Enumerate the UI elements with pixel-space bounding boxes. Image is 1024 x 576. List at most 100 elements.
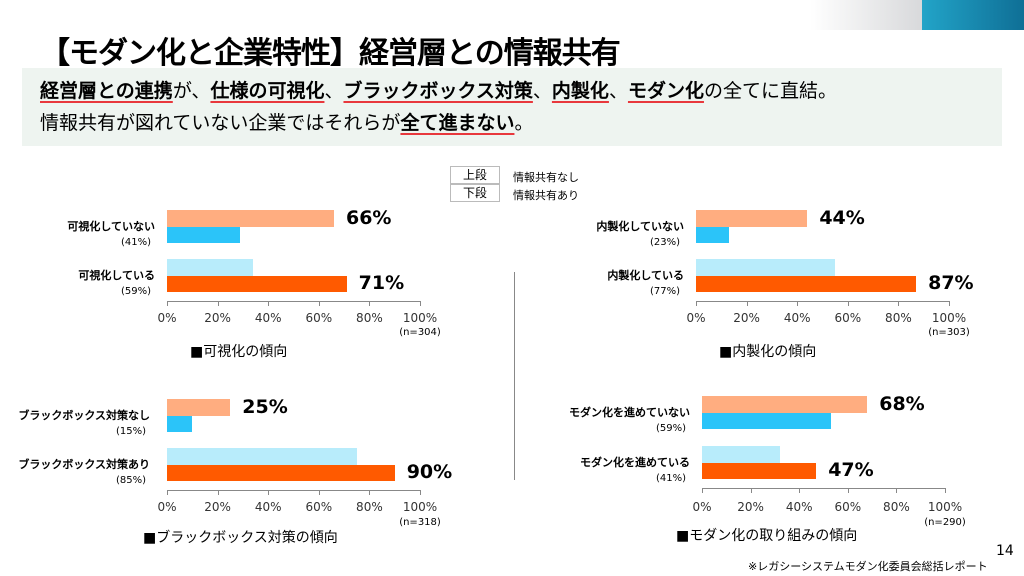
tick-label: 100% (402, 500, 438, 514)
axis-tick (318, 301, 320, 306)
divider (514, 272, 515, 480)
bar-highlight-top (696, 210, 808, 227)
sample-size: (n=290) (924, 517, 966, 528)
category-label: 可視化していない (67, 220, 155, 233)
summary-text: 情報共有が図れていない企業ではそれらが (40, 112, 401, 134)
axis-tick (696, 301, 697, 306)
tick-label: 0% (157, 500, 177, 514)
bar-highlight-top (167, 399, 231, 416)
bar-reference-top (167, 259, 254, 276)
summary-text: 。 (514, 112, 534, 134)
emphasis-text: 仕様の可視化 (210, 80, 325, 102)
tick-label: 0% (157, 311, 177, 325)
emphasis-text: 経営層との連携 (40, 80, 173, 102)
axis-tick (750, 488, 752, 493)
category-label: モダン化を進めていない (569, 406, 690, 419)
axis-tick (896, 488, 898, 493)
tick-label: 80% (356, 500, 383, 514)
category-share: (59%) (655, 423, 686, 434)
bar-reference-bottom (696, 227, 729, 243)
tick-label: 100% (927, 500, 963, 514)
source-note: ※レガシーシステムモダン化委員会総括レポート (748, 560, 988, 573)
summary-text: 、 (324, 80, 344, 102)
bar-reference-top (702, 446, 780, 463)
summary-text: 、 (532, 80, 552, 102)
category-share: (41%) (655, 473, 686, 484)
axis-tick (420, 301, 421, 306)
bar-reference-top (167, 448, 357, 465)
x-axis (167, 301, 420, 302)
bar-reference-bottom (167, 416, 193, 432)
axis-tick (217, 301, 219, 306)
tick-label: 20% (737, 500, 764, 514)
data-label: 25% (242, 396, 288, 418)
category-share: (41%) (120, 237, 151, 248)
axis-tick (217, 490, 219, 495)
axis-tick (847, 488, 849, 493)
tick-label: 20% (733, 311, 760, 325)
axis-tick (898, 301, 900, 306)
legend-label-bottom: 情報共有あり (513, 189, 579, 202)
data-label: 44% (819, 207, 865, 229)
tick-label: 0% (692, 500, 712, 514)
axis-tick (949, 301, 950, 306)
tick-label: 80% (885, 311, 912, 325)
axis-tick (847, 301, 849, 306)
summary-box: 経営層との連携が、仕様の可視化、ブラックボックス対策、内製化、モダン化の全てに直… (22, 68, 1002, 146)
emphasis-text: ブラックボックス対策 (343, 80, 533, 102)
tick-label: 0% (686, 311, 706, 325)
summary-text: 、 (608, 80, 628, 102)
category-label: モダン化を進めている (580, 456, 690, 469)
axis-tick (702, 488, 703, 493)
bar-highlight-bottom (167, 276, 347, 292)
tick-label: 80% (883, 500, 910, 514)
axis-tick (318, 490, 320, 495)
tick-label: 100% (931, 311, 967, 325)
tick-label: 60% (834, 500, 862, 514)
chart-caption: ■内製化の傾向 (719, 344, 817, 360)
data-label: 90% (406, 461, 453, 483)
category-share: (77%) (649, 286, 680, 297)
chart-caption: ■可視化の傾向 (190, 344, 288, 360)
tick-label: 40% (254, 500, 282, 514)
data-label: 68% (879, 393, 925, 415)
axis-tick (268, 301, 270, 306)
axis-tick (797, 301, 799, 306)
legend-label-top: 情報共有なし (513, 171, 579, 184)
bar-reference-bottom (167, 227, 241, 243)
header-decoration-blue (922, 0, 1024, 30)
tick-label: 80% (356, 311, 383, 325)
axis-tick (369, 301, 371, 306)
tick-label: 60% (305, 311, 333, 325)
summary-line-2: 情報共有が図れていない企業ではそれらが全て進まない。 (40, 108, 533, 135)
axis-tick (420, 490, 421, 495)
tick-label: 20% (204, 500, 231, 514)
legend-key-bottom: 下段 (450, 184, 500, 202)
summary-text: が、 (172, 80, 211, 102)
category-label: 内製化している (607, 269, 684, 282)
axis-tick (746, 301, 748, 306)
axis-tick (167, 301, 168, 306)
header-decoration-gray (810, 0, 922, 30)
tick-label: 40% (785, 500, 813, 514)
category-label: 内製化していない (596, 220, 684, 233)
bar-highlight-bottom (167, 465, 395, 481)
data-label: 87% (928, 272, 974, 294)
x-axis (696, 301, 949, 302)
data-label: 47% (828, 459, 874, 481)
category-share: (85%) (115, 475, 146, 486)
category-share: (15%) (115, 426, 146, 437)
axis-tick (945, 488, 946, 493)
tick-label: 60% (834, 311, 862, 325)
bar-highlight-top (702, 396, 868, 413)
tick-label: 60% (305, 500, 333, 514)
summary-text: の全てに直結。 (703, 80, 837, 102)
sample-size: (n=318) (399, 517, 441, 528)
summary-line-1: 経営層との連携が、仕様の可視化、ブラックボックス対策、内製化、モダン化の全てに直… (40, 76, 837, 103)
tick-label: 100% (402, 311, 438, 325)
axis-tick (369, 490, 371, 495)
axis-tick (167, 490, 168, 495)
sample-size: (n=304) (399, 327, 441, 338)
chart-caption: ■モダン化の取り組みの傾向 (676, 528, 858, 544)
data-label: 71% (358, 272, 405, 294)
